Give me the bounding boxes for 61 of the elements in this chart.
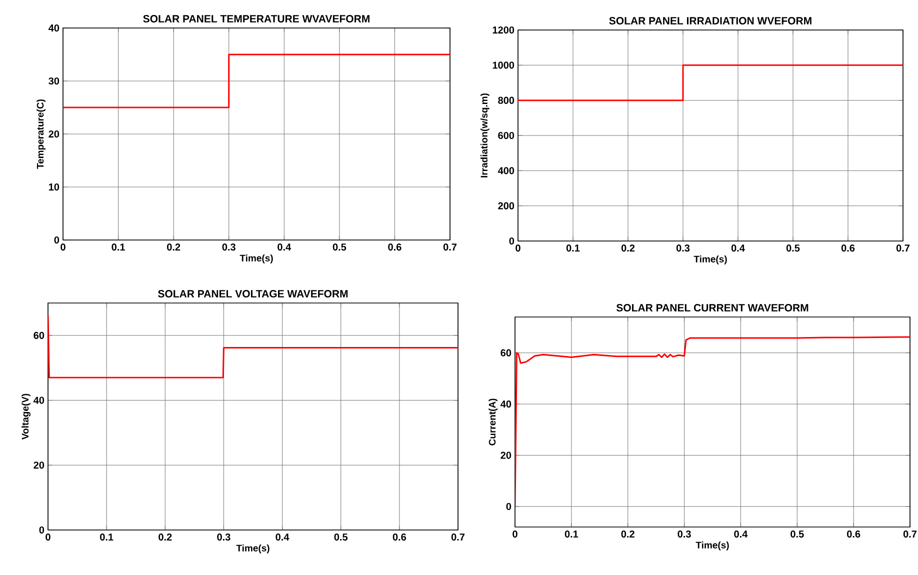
y-tick-label: 1000 <box>492 62 514 69</box>
y-tick-label: 1200 <box>492 26 514 34</box>
x-tick-label: 0.6 <box>847 530 860 538</box>
x-tick-label: 0 <box>516 244 520 252</box>
x-tick-label: 0.1 <box>566 244 580 252</box>
y-axis-title: Irradiation(w/sq.m) <box>480 93 490 178</box>
x-tick-label: 0.5 <box>332 244 346 251</box>
y-axis-title: Temperature(C) <box>36 99 46 169</box>
y-tick-label: 60 <box>500 349 512 356</box>
y-tick-label: 20 <box>34 462 44 469</box>
x-tick-label: 0 <box>60 244 66 251</box>
x-tick-label: 0.6 <box>388 244 402 251</box>
x-tick-label: 0.3 <box>222 244 236 251</box>
y-tick-label: 800 <box>498 96 514 104</box>
y-tick-label: 40 <box>48 24 60 32</box>
y-tick-label: 40 <box>34 396 44 404</box>
y-axis-title: Current(A) <box>488 398 498 446</box>
x-tick-label: 0.4 <box>278 244 292 251</box>
x-tick-label: 0.3 <box>676 244 690 252</box>
x-tick-label: 0.6 <box>841 244 855 252</box>
x-tick-label: 0.1 <box>564 530 578 538</box>
y-tick-label: 10 <box>48 183 60 191</box>
y-tick-label: 60 <box>34 332 44 339</box>
x-tick-label: 0.5 <box>786 244 800 252</box>
y-tick-label: 40 <box>500 400 512 408</box>
y-tick-label: 400 <box>498 167 514 174</box>
x-tick-label: 0.7 <box>896 244 910 252</box>
x-tick-label: 0.7 <box>903 530 917 538</box>
chart-title: SOLAR PANEL TEMPERATURE WVAVEFORM <box>143 15 370 22</box>
y-tick-label: 0 <box>54 236 60 244</box>
x-tick-label: 0.6 <box>392 534 406 541</box>
y-tick-label: 20 <box>48 130 60 138</box>
x-tick-label: 0.5 <box>334 534 348 541</box>
x-tick-label: 0.2 <box>158 534 172 541</box>
x-tick-label: 0.7 <box>443 244 457 251</box>
x-tick-label: 0.4 <box>734 530 748 538</box>
chart-title: SOLAR PANEL CURRENT WAVEFORM <box>616 304 808 312</box>
x-tick-label: 0.1 <box>112 244 125 251</box>
x-tick-label: 0.2 <box>621 244 635 252</box>
x-tick-label: 0.4 <box>731 244 745 252</box>
x-tick-label: 0.2 <box>621 530 634 538</box>
x-axis-title: Time(s) <box>694 255 727 264</box>
x-tick-label: 0.3 <box>217 534 230 541</box>
x-tick-label: 0.4 <box>276 534 290 541</box>
x-axis-title: Time(s) <box>696 541 729 550</box>
x-axis-title: Time(s) <box>236 544 270 554</box>
y-tick-label: 0 <box>506 502 512 510</box>
x-tick-label: 0.1 <box>100 534 114 541</box>
x-axis-title: Time(s) <box>240 254 273 264</box>
y-tick-label: 600 <box>498 132 514 140</box>
y-tick-label: 20 <box>500 452 512 459</box>
chart-title: SOLAR PANEL IRRADIATION WVEFORM <box>609 17 812 24</box>
y-tick-label: 200 <box>498 202 514 210</box>
x-tick-label: 0.5 <box>790 530 804 538</box>
y-tick-label: 30 <box>48 77 60 85</box>
chart-title: SOLAR PANEL VOLTAGE WAVEFORM <box>158 290 348 298</box>
x-tick-label: 0.3 <box>678 530 691 538</box>
y-tick-label: 0 <box>509 237 514 245</box>
y-axis-title: Voltage(V) <box>22 394 30 440</box>
x-tick-label: 0.2 <box>167 244 180 251</box>
x-tick-label: 0.7 <box>451 534 465 541</box>
